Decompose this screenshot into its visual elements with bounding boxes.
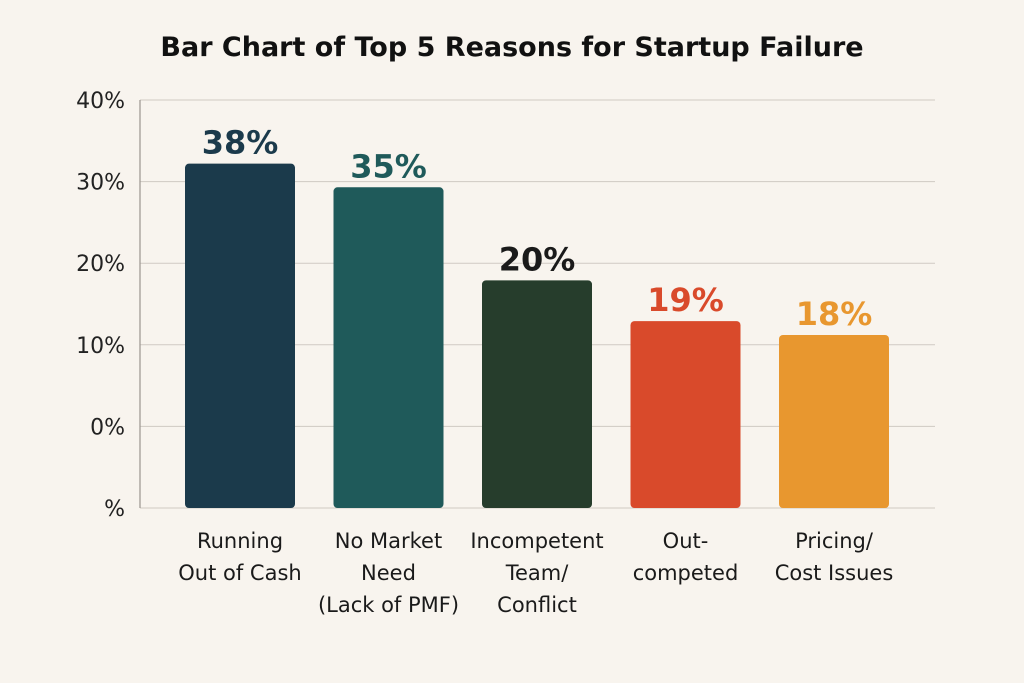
x-tick-label: Pricing/ [795, 529, 874, 553]
x-tick-label: (Lack of PMF) [318, 593, 459, 617]
bar [779, 335, 889, 508]
x-tick-label: Conflict [497, 593, 577, 617]
y-tick-label: 40% [76, 89, 125, 114]
y-tick-label: % [104, 497, 125, 522]
x-tick-label: Out- [663, 529, 709, 553]
chart-title: Bar Chart of Top 5 Reasons for Startup F… [160, 32, 864, 63]
data-label: 18% [796, 295, 873, 333]
bar [185, 163, 295, 508]
x-tick-label: Out of Cash [178, 561, 301, 585]
bar [630, 321, 741, 508]
x-tick-label: Running [197, 529, 283, 553]
data-label: 20% [499, 240, 576, 278]
x-tick-label: Need [361, 561, 416, 585]
data-label: 35% [350, 147, 427, 185]
y-tick-label: 10% [76, 334, 125, 359]
x-tick-label: Incompetent [470, 529, 603, 553]
bar [333, 187, 444, 508]
y-tick-label: 20% [76, 252, 125, 277]
y-tick-label: 0% [90, 415, 125, 440]
x-tick-label: Cost Issues [775, 561, 894, 585]
bar [482, 280, 592, 508]
x-tick-label: Team/ [505, 561, 570, 585]
x-tick-label: competed [633, 561, 739, 585]
x-tick-label: No Market [335, 529, 442, 553]
y-tick-label: 30% [76, 171, 125, 196]
data-label: 19% [647, 281, 724, 319]
data-label: 38% [202, 124, 279, 162]
